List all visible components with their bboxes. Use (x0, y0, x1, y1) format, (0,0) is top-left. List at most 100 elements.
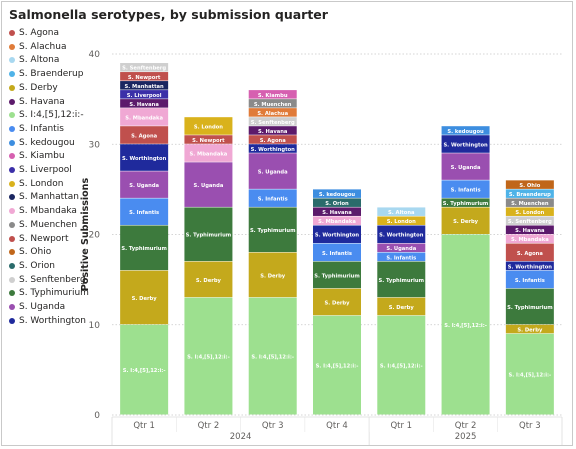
bar-segment (313, 189, 361, 198)
data-label: S. Senftenberg (508, 219, 552, 225)
data-label: S. Derby (517, 327, 543, 333)
legend-item[interactable]: S. I:4,[5],12:i:- (9, 109, 84, 121)
bar-segment (248, 144, 297, 153)
legend-label: S. I:4,[5],12:i:- (19, 110, 84, 121)
data-label: S. Mbandaka (318, 219, 356, 225)
y-tick-label: 0 (94, 411, 100, 421)
bar-segment (505, 189, 554, 198)
legend-item[interactable]: S. Manhattan (9, 191, 79, 203)
legend-item[interactable]: S. Derby (9, 82, 58, 94)
data-label: S. I:4,[5],12:i:- (187, 355, 230, 361)
data-label: S. Ohio (519, 183, 540, 189)
legend-item[interactable]: S. Ohio (9, 246, 51, 258)
legend-item[interactable]: S. Newport (9, 233, 69, 245)
bar-segment (120, 90, 169, 99)
bar-segment (248, 252, 297, 298)
legend-marker (9, 112, 15, 119)
data-label: S. I:4,[5],12:i:- (380, 364, 423, 370)
legend-label: S. kedougou (19, 137, 75, 148)
data-label: S. Typhimurium (379, 278, 425, 284)
x-tick-label: Qtr 1 (390, 421, 412, 431)
bar-segment (120, 108, 169, 126)
data-label: S. kedougou (319, 192, 356, 198)
x-tick-label: Qtr 3 (262, 421, 284, 431)
data-label: S. Havana (515, 228, 545, 234)
data-label: S. Derby (389, 305, 415, 311)
legend-item[interactable]: S. Muenchen (9, 219, 77, 231)
bar-segment (505, 225, 554, 234)
legend-item[interactable]: S. Alachua (9, 41, 66, 53)
data-label: S. Kiambu (258, 93, 288, 99)
bar-segment (120, 144, 169, 171)
data-label: S. Typhimurium (250, 228, 296, 234)
legend-item[interactable]: S. Mbandaka (9, 205, 77, 217)
legend-item[interactable]: S. London (9, 178, 63, 190)
bar-segment (248, 207, 297, 253)
legend-marker (9, 317, 15, 324)
legend-item[interactable]: S. Braenderup (9, 68, 83, 80)
legend-marker (9, 43, 15, 50)
data-label: S. Senftenberg (251, 120, 295, 126)
bar-segment (377, 207, 426, 216)
legend-item[interactable]: S. Agona (9, 27, 59, 39)
data-label: S. Infantis (451, 188, 481, 194)
legend-label: S. Altona (19, 55, 60, 66)
bar-segment (313, 198, 361, 207)
bar-segment (120, 324, 169, 415)
data-label: S. Derby (260, 273, 286, 279)
data-label: S. Havana (129, 102, 159, 108)
bar-segment (377, 216, 426, 225)
legend-item[interactable]: S. Liverpool (9, 164, 72, 176)
legend-item[interactable]: S. Typhimurium (9, 287, 89, 299)
x-group-label: 2024 (230, 432, 252, 442)
legend-marker (9, 221, 15, 228)
legend-item[interactable]: S. Senftenberg (9, 274, 86, 286)
x-tick-label: Qtr 1 (133, 421, 155, 431)
legend-item[interactable]: S. Uganda (9, 301, 65, 313)
legend-label: S. Braenderup (19, 69, 84, 80)
bar-segment (184, 261, 233, 298)
data-label: S. Worthington (315, 233, 360, 239)
legend-marker (9, 30, 15, 36)
bar-segment (184, 297, 233, 415)
data-label: S. Derby (453, 219, 479, 225)
bar-segment (184, 162, 233, 207)
legend-label: S. Alachua (19, 41, 67, 52)
data-label: S. Newport (192, 138, 225, 144)
bar-segment (441, 153, 490, 180)
bar-segment (184, 117, 233, 135)
legend-label: S. Senftenberg (19, 274, 86, 285)
data-label: S. Alachua (257, 111, 288, 117)
legend-item[interactable]: S. kedougou (9, 137, 75, 149)
legend-label: S. Mbandaka (19, 206, 77, 217)
data-label: S. Typhimurium (186, 233, 232, 239)
x-group-label: 2025 (455, 432, 477, 442)
bar-segment (441, 126, 490, 135)
legend-marker (9, 180, 15, 187)
data-label: S. Uganda (451, 165, 481, 171)
data-label: S. Derby (325, 300, 351, 306)
data-label: S. Uganda (129, 183, 159, 189)
legend-marker (9, 262, 15, 269)
data-label: S. Worthington (251, 147, 296, 153)
legend-marker (9, 98, 15, 105)
data-label: S. I:4,[5],12:i:- (123, 368, 166, 374)
bar-segment (505, 207, 554, 216)
legend-item[interactable]: S. Infantis (9, 123, 64, 135)
legend-item[interactable]: S. Altona (9, 54, 59, 66)
legend-marker (9, 153, 15, 160)
data-label: S. Typhimurium (443, 201, 489, 207)
legend-label: S. Infantis (19, 123, 64, 134)
bar-segment (313, 315, 361, 415)
data-label: S. Altona (388, 210, 415, 216)
legend-item[interactable]: S. Worthington (9, 315, 86, 327)
bar-segment (120, 63, 169, 72)
legend-item[interactable]: S. Havana (9, 96, 65, 108)
bar-segment (248, 297, 297, 415)
legend-item[interactable]: S. Kiambu (9, 150, 65, 162)
legend-item[interactable]: S. Orion (9, 260, 55, 272)
bar-segment (377, 297, 426, 316)
legend-label: S. Worthington (19, 315, 86, 326)
